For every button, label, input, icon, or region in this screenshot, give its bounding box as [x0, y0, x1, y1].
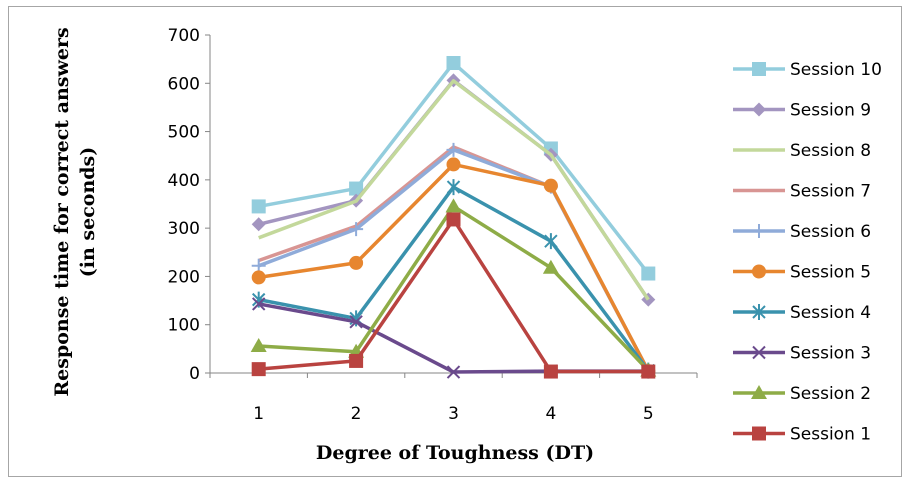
legend-label: Session 2: [790, 384, 871, 404]
x-tick-label: 3: [448, 404, 459, 424]
data-point-session-3: [251, 297, 266, 311]
y-axis-title-line2: (in seconds): [77, 147, 99, 277]
data-point-session-3: [349, 315, 363, 329]
legend-swatch-marker: [751, 385, 767, 399]
series-layer: [250, 56, 657, 379]
legend-item-session-2: Session 2: [733, 384, 871, 404]
data-point-session-3: [446, 365, 461, 379]
data-point-session-4: [446, 179, 461, 196]
x-tick-label: 4: [545, 404, 556, 424]
legend-item-session-4: Session 4: [733, 303, 871, 323]
axes: 0 100 200 300 400 500 600 700 1 2 3 4 5: [168, 26, 698, 424]
series-session-1: [251, 212, 656, 379]
legend-swatch-marker: [752, 264, 766, 279]
legend-label: Session 1: [790, 425, 871, 445]
data-point-session-5: [251, 270, 266, 285]
data-point-session-10: [446, 56, 461, 71]
data-point-session-4: [544, 233, 558, 250]
data-point-session-1: [446, 212, 461, 227]
series-session-6: [251, 142, 656, 379]
y-tick-label: 700: [168, 26, 200, 46]
data-point-session-10: [349, 181, 364, 196]
y-tick-label: 500: [168, 123, 200, 143]
data-point-session-5: [446, 157, 461, 172]
x-tick-label: 5: [643, 404, 654, 424]
y-tick-label: 300: [168, 219, 200, 239]
legend-swatch-marker: [752, 304, 766, 320]
legend-swatch-marker: [752, 426, 766, 441]
legend-label: Session 3: [790, 344, 871, 364]
data-point-session-9: [251, 217, 266, 232]
legend-label: Session 6: [790, 222, 871, 242]
x-tick-label: 1: [253, 404, 264, 424]
data-point-session-1: [641, 364, 656, 379]
legend-label: Session 7: [790, 182, 871, 202]
x-axis-title: Degree of Toughness (DT): [316, 442, 594, 464]
legend-item-session-9: Session 9: [733, 101, 871, 121]
legend-label: Session 4: [790, 303, 871, 323]
legend-item-session-6: Session 6: [733, 222, 871, 242]
legend-label: Session 8: [790, 141, 871, 161]
data-point-session-1: [251, 362, 266, 377]
y-tick-label: 100: [168, 316, 200, 336]
y-tick-label: 0: [189, 364, 200, 384]
series-line-session-8: [258, 79, 650, 301]
legend-swatch-marker: [752, 102, 766, 117]
legend-item-session-1: Session 1: [733, 425, 871, 445]
data-point-session-5: [349, 255, 364, 270]
data-point-session-1: [543, 364, 558, 379]
legend: Session 10 Session 9 Session 8 Session 7 Ses…: [733, 60, 882, 445]
data-point-session-2: [542, 259, 559, 274]
series-session-10: [251, 56, 656, 281]
data-point-session-5: [543, 178, 558, 193]
data-point-session-2: [445, 198, 462, 213]
legend-label: Session 5: [790, 263, 871, 283]
y-axis-title-line1: Response time for correct answers: [51, 27, 73, 396]
series-line-session-2: [258, 204, 650, 372]
legend-label: Session 10: [790, 60, 882, 80]
data-point-session-2: [250, 337, 267, 352]
legend-item-session-3: Session 3: [733, 344, 871, 364]
legend-swatch-marker: [752, 224, 766, 238]
y-tick-label: 600: [168, 74, 200, 94]
legend-swatch-marker: [752, 345, 766, 360]
legend-item-session-10: Session 10: [733, 60, 882, 80]
legend-item-session-7: Session 7: [733, 182, 871, 202]
series-line-session-3: [258, 302, 649, 374]
data-point-session-10: [251, 199, 266, 214]
series-session-8: [258, 79, 650, 301]
x-tick-label: 2: [351, 404, 362, 424]
y-axis-title: Response time for correct answers (in se…: [51, 27, 99, 396]
y-tick-label: 200: [168, 267, 200, 287]
y-tick-label: 400: [168, 171, 200, 191]
data-point-session-10: [641, 266, 656, 281]
data-point-session-6: [446, 142, 461, 157]
legend-item-session-5: Session 5: [733, 263, 871, 283]
legend-item-session-8: Session 8: [733, 141, 871, 161]
legend-label: Session 9: [790, 101, 871, 121]
data-point-session-1: [349, 353, 364, 368]
legend-swatch-marker: [752, 62, 766, 76]
data-point-session-6: [349, 222, 364, 237]
